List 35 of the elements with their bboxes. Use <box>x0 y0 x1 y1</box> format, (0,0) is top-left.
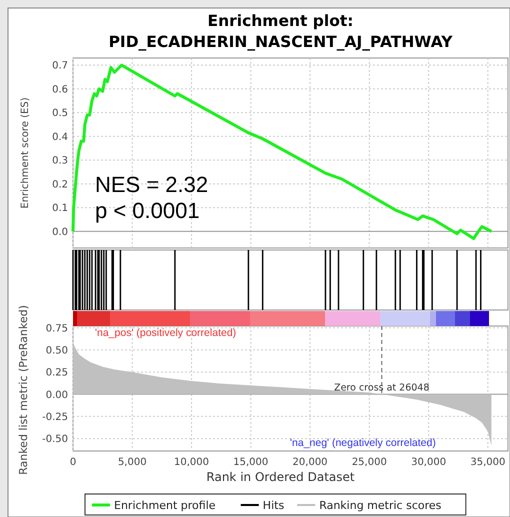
y-tick-label: 0.3 <box>52 156 68 167</box>
x-tick-label: 0 <box>70 457 76 468</box>
x-tick-label: 5,000 <box>118 457 147 468</box>
x-tick-label: 15,000 <box>233 457 268 468</box>
x-tick-label: 25,000 <box>352 457 387 468</box>
y-tick-label: -0.50 <box>42 434 68 446</box>
annotation: p < 0.0001 <box>95 198 200 223</box>
chart-title: Enrichment plot: PID_ECADHERIN_NASCENT_AJ_PATHWAY <box>108 12 454 51</box>
x-tick-label: 10,000 <box>174 457 210 468</box>
y-tick-label: 0.2 <box>52 179 68 190</box>
y-tick-label: 0.7 <box>52 60 68 72</box>
y-tick-label: 0.0 <box>52 226 68 238</box>
y-axis-title: Enrichment score (ES) <box>20 97 31 209</box>
y-tick-label: 0.6 <box>52 84 68 96</box>
legend-label: Hits <box>262 499 284 512</box>
y-tick-label: 0.00 <box>46 390 68 401</box>
y-tick-label: 0.5 <box>52 108 68 120</box>
x-tick-label: 20,000 <box>292 457 328 468</box>
y-tick-label: -0.25 <box>42 412 68 423</box>
y-tick-label: 0.1 <box>52 203 68 214</box>
annotation: 'na_pos' (positively correlated) <box>95 327 236 339</box>
line-series <box>72 64 493 240</box>
legend-label: Ranking metric scores <box>319 499 442 512</box>
x-tick-label: 30,000 <box>411 457 446 468</box>
legend-label: Enrichment profile <box>114 499 216 512</box>
x-axis-title: Rank in Ordered Dataset <box>206 470 355 484</box>
ref-line-label: Zero cross at 26048 <box>334 382 430 394</box>
y-tick-label: 0.4 <box>52 132 68 143</box>
y-tick-label: 0.25 <box>46 368 68 379</box>
annotation: 'na_neg' (negatively correlated) <box>290 437 436 449</box>
x-tick-label: 35,000 <box>470 457 506 468</box>
y-tick-label: 0.50 <box>46 345 68 356</box>
y-tick-label: 0.75 <box>46 323 68 334</box>
y-axis-title: Ranked list metric (PreRanked) <box>17 305 30 475</box>
annotation: NES = 2.32 <box>95 172 208 197</box>
